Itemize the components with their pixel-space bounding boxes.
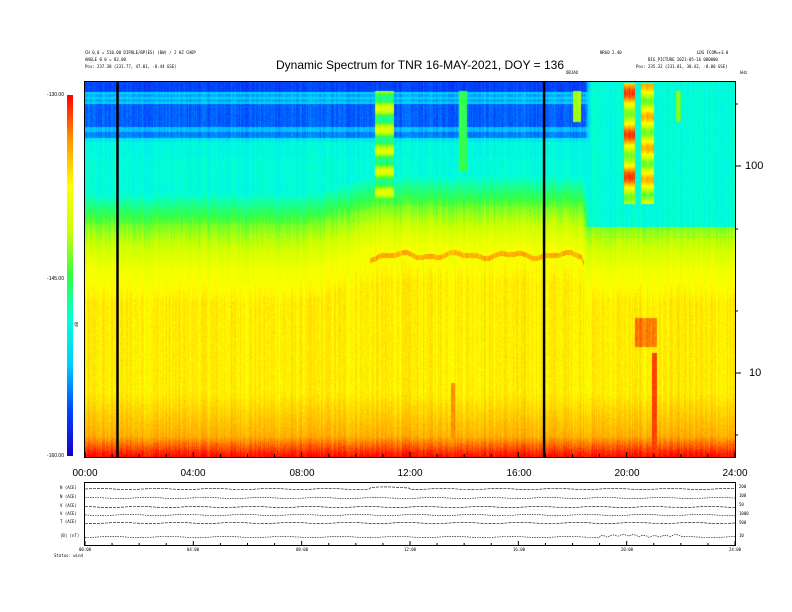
bottom-trace [84,486,736,490]
header-left-line3: Pos: 237.38 (231.77, 47.01, -8.44 GSE) [85,64,177,69]
bottom-panel-traces [84,486,736,538]
bottom-x-label: 24:00 [729,547,742,552]
plot-frame [84,81,736,458]
x-tick-label: 08:00 [289,468,315,479]
x-tick-label: 12:00 [397,468,423,479]
chart-title: Dynamic Spectrum for TNR 16-MAY-2021, DO… [275,58,564,72]
bottom-right-tick: 1000 [739,511,749,516]
bottom-label: N (ACE) [60,494,77,499]
bottom-x-label: 08:00 [296,547,309,552]
bottom-trace [84,506,736,508]
gap-marker-label: OBJAO [566,70,579,75]
kHz-corner-label: kHz [740,70,748,75]
bottom-trace [85,497,736,499]
bottom-label: V (ACE) [60,503,77,508]
header-right-line1: NRG0 2.40 [600,50,622,55]
y-tick-label-100: 100 [745,160,764,172]
header-left-line1: CH 0,0 = 510.00 DIPOLE/BP(ES) (BW) / 2 H… [85,50,196,55]
bottom-panel-frame [84,482,736,546]
bottom-right-tick: 100 [739,493,747,498]
bottom-x-label: 12:00 [404,547,417,552]
spectrogram-heatmap [85,82,735,457]
bottom-label: |B| (nT) [60,533,80,538]
bottom-trace [84,534,736,538]
bottom-right-tick: 200 [739,484,747,489]
bottom-footer: Status: wind [54,553,83,558]
colorbar-bottom-label: -160.00 [47,453,64,459]
header-right-line4: Pos: 235.32 (231.81, 30.42, -8.00 GSE) [636,64,728,69]
bottom-label: N (ACE) [60,485,77,490]
header-right-line3: BIG_PICTURE 2021-05-16 000000 [648,57,718,62]
x-tick-label: 04:00 [180,468,206,479]
bottom-x-label: 00:00 [79,547,92,552]
y-axis-right [735,103,741,436]
bottom-right-tick: 50 [739,502,744,507]
x-tick-label: 00:00 [72,468,98,479]
colorbar [67,95,73,456]
bottom-x-label: 16:00 [513,547,526,552]
bottom-right-tick: 500 [739,520,747,525]
bottom-trace [84,522,736,524]
header-right-line2: LDS FCOM=+3.0 [697,50,729,55]
colorbar-top-label: -130.00 [47,92,64,98]
bottom-x-ticks [84,541,736,545]
x-tick-label: 20:00 [614,468,640,479]
bottom-trace [84,514,736,516]
header-left-line2: ANGLE 0 0 = 83.00 [85,57,126,62]
bottom-x-label: 20:00 [621,547,634,552]
bottom-x-label: 04:00 [187,547,200,552]
bottom-label: V (ACE) [60,511,77,516]
bottom-right-tick: 10 [739,533,744,538]
x-tick-label: 24:00 [722,468,748,479]
x-axis-ticks [84,452,736,457]
x-tick-label: 16:00 [506,468,532,479]
bottom-label: T (ACE) [60,519,77,524]
y-tick-label-10: 10 [749,367,762,379]
colorbar-mid-label: -145.00 [47,276,64,282]
